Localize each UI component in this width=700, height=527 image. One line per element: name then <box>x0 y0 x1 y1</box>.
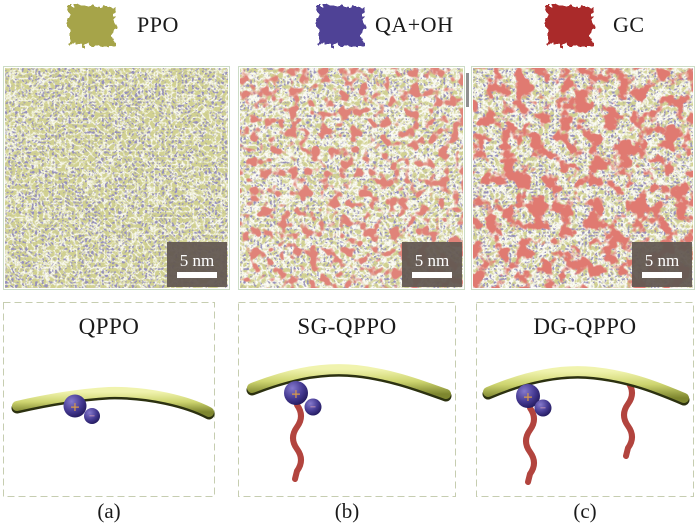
schematic-box-qppo: + − QPPO <box>3 302 215 497</box>
cation-symbol: + <box>523 388 533 407</box>
schematic-title-sg-qppo: SG-QPPO <box>297 314 397 339</box>
cation-symbol: + <box>291 385 301 404</box>
scale-bar-line <box>412 271 452 278</box>
schematic-title-qppo: QPPO <box>78 314 140 339</box>
ppo-swatch-icon <box>69 6 115 46</box>
caption-b: (b) <box>334 499 360 523</box>
schematic-drawing-sg-qppo: + − <box>238 302 456 497</box>
legend-item-gc: GC <box>542 0 672 55</box>
qa-oh-swatch-icon <box>318 6 364 46</box>
scale-bar: 5 nm <box>632 242 692 287</box>
scale-bar-label: 5 nm <box>179 250 215 270</box>
scale-bar-line <box>642 271 682 278</box>
simulation-panel-qppo: 5 nm <box>3 66 230 290</box>
grafted-chain-left <box>523 405 537 485</box>
caption-a: (a) <box>97 499 121 523</box>
ppo-backbone <box>247 364 451 399</box>
gc-swatch-icon <box>547 6 593 46</box>
simulation-image-qppo <box>5 68 228 288</box>
scale-bar: 5 nm <box>402 242 462 287</box>
legend-label-gc: GC <box>613 12 645 37</box>
dashed-border <box>238 302 456 497</box>
dashed-border <box>476 302 694 497</box>
scale-bar-label: 5 nm <box>414 250 450 270</box>
simulation-panel-dg-qppo: 5 nm <box>471 66 695 290</box>
ppo-backbone <box>12 386 214 417</box>
anion-symbol: − <box>540 403 546 415</box>
cation-sphere <box>63 394 87 418</box>
legend-label-ppo: PPO <box>137 12 179 37</box>
scale-bar: 5 nm <box>167 242 227 287</box>
anion-symbol: − <box>89 411 95 423</box>
cation-sphere <box>284 381 308 405</box>
legend-label-qaoh: QA+OH <box>375 12 454 37</box>
scale-bar-line <box>177 271 217 278</box>
schematic-drawing-qppo: + − <box>3 302 215 497</box>
grafted-chain-right <box>621 379 635 459</box>
anion-sphere <box>534 399 552 417</box>
schematic-box-dg-qppo: + − DG-QPPO <box>476 302 694 497</box>
schematic-drawing-dg-qppo: + − <box>476 302 694 497</box>
schematic-box-sg-qppo: + − SG-QPPO <box>238 302 456 497</box>
caption-c: (c) <box>573 499 597 523</box>
legend-item-ppo: PPO <box>64 0 234 55</box>
cation-sphere <box>516 384 540 408</box>
simulation-image-dg-qppo <box>473 68 693 288</box>
scale-bar-label: 5 nm <box>644 250 680 270</box>
anion-symbol: − <box>310 402 316 414</box>
anion-sphere <box>84 408 100 424</box>
schematic-title-dg-qppo: DG-QPPO <box>533 314 637 339</box>
simulation-image-sg-qppo <box>240 68 463 288</box>
cation-symbol: + <box>70 398 80 417</box>
grafted-chain <box>290 402 304 482</box>
simulation-panel-sg-qppo: 5 nm <box>238 66 465 290</box>
ppo-backbone <box>483 366 689 403</box>
anion-sphere <box>304 398 322 416</box>
gray-tick-artifact <box>466 73 469 107</box>
legend-item-qaoh: QA+OH <box>313 0 483 55</box>
